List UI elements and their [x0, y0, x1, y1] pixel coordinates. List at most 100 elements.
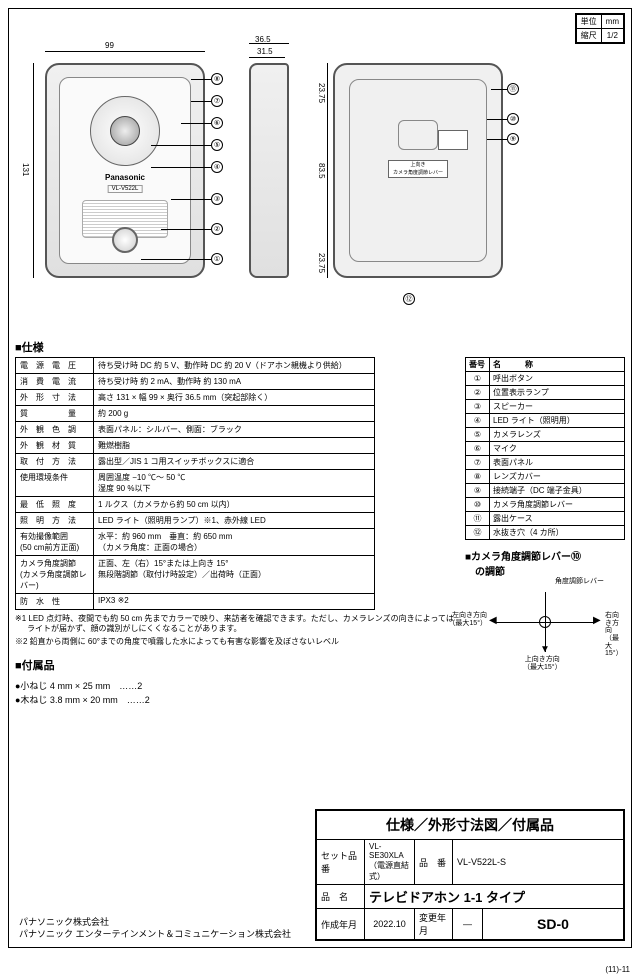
dim-height: 131 — [21, 163, 30, 176]
parts-header: 名 称 — [490, 358, 625, 372]
arrow-down-icon: ▼ — [540, 644, 550, 655]
spec-key: 外 形 寸 法 — [16, 390, 94, 406]
spec-right: 番号名 称①呼出ボタン②位置表示ランプ③スピーカー④LED ライト（照明用）⑤カ… — [465, 357, 625, 707]
device-side-body — [249, 63, 289, 278]
parts-num: ⑫ — [466, 526, 490, 540]
dim-width: 99 — [105, 41, 114, 50]
angle-section: ■カメラ角度調節レバー⑩ の調節 ◀ ▶ ▼ 角度調節レバー 左向き方向 （最大… — [465, 548, 625, 672]
drawings-row: 99 131 Panasonic VL-V522L ⑧ ⑦ ⑥ ⑤ — [15, 33, 625, 333]
angle-label-bottom: 上向き方向 （最大15°） — [523, 656, 562, 671]
callout-1: ① — [211, 253, 223, 265]
device-back-inner: 上向き カメラ角度調節レバー — [349, 79, 487, 262]
spec-key: 使用環境条件 — [16, 470, 94, 497]
front-view: 99 131 Panasonic VL-V522L ⑧ ⑦ ⑥ ⑤ — [15, 33, 225, 333]
created-val: 2022.10 — [365, 909, 415, 940]
parts-num: ② — [466, 386, 490, 400]
angle-label-right: 右向き方向 （最大15°） — [605, 612, 625, 658]
angle-title: ■カメラ角度調節レバー⑩ の調節 — [465, 548, 625, 578]
accessory-line: ●小ねじ 4 mm × 25 mm ……2 — [15, 679, 457, 692]
callout-8: ⑧ — [211, 73, 223, 85]
callout-9: ⑨ — [507, 133, 519, 145]
model-val: VL-V522L-S — [453, 840, 624, 885]
spec-val: 待ち受け時 DC 約 5 V、動作時 DC 約 20 V（ドアホン親機より供給） — [94, 358, 375, 374]
angle-lever: 上向き カメラ角度調節レバー — [388, 160, 448, 178]
company-1: パナソニック株式会社 — [19, 916, 291, 929]
callout-10: ⑩ — [507, 113, 519, 125]
back-view: 23.75 83.5 23.75 上向き カメラ角度調節レバー ⑪ ⑩ ⑨ ⑫ — [313, 33, 513, 333]
spec-val: 難燃樹脂 — [94, 438, 375, 454]
parts-num: ⑨ — [466, 484, 490, 498]
spec-val: 約 200 g — [94, 406, 375, 422]
angle-label-left: 左向き方向 （最大15°） — [437, 612, 487, 627]
angle-diagram: ◀ ▶ ▼ 角度調節レバー 左向き方向 （最大15°） 右向き方向 （最大15°… — [475, 582, 625, 672]
spec-key: 有効撮像範囲 (50 cm前方正面) — [16, 529, 94, 556]
name-label: 品 名 — [317, 885, 365, 909]
name-val: テレビドアホン 1-1 タイプ — [365, 885, 624, 909]
parts-name: 露出ケース — [490, 512, 625, 526]
angle-label-top: 角度調節レバー — [555, 578, 604, 586]
dim-depth2: 31.5 — [257, 47, 273, 56]
spec-area: 電 源 電 圧待ち受け時 DC 約 5 V、動作時 DC 約 20 V（ドアホン… — [15, 357, 625, 707]
parts-table: 番号名 称①呼出ボタン②位置表示ランプ③スピーカー④LED ライト（照明用）⑤カ… — [465, 357, 625, 540]
spec-left: 電 源 電 圧待ち受け時 DC 約 5 V、動作時 DC 約 20 V（ドアホン… — [15, 357, 457, 707]
spec-key: カメラ角度調節 (カメラ角度調節レバー) — [16, 556, 94, 594]
camera-lens — [110, 116, 140, 146]
spec-table: 電 源 電 圧待ち受け時 DC 約 5 V、動作時 DC 約 20 V（ドアホン… — [15, 357, 375, 610]
callout-11: ⑪ — [507, 83, 519, 95]
parts-name: 水抜き穴（4 カ所） — [490, 526, 625, 540]
spec-title: ■仕様 — [15, 339, 625, 355]
spec-val: 1 ルクス（カメラから約 50 cm 以内） — [94, 497, 375, 513]
parts-name: レンズカバー — [490, 470, 625, 484]
title-main: 仕様／外形寸法図／付属品 — [317, 811, 624, 840]
parts-num: ④ — [466, 414, 490, 428]
parts-num: ⑧ — [466, 470, 490, 484]
unit-val: mm — [601, 15, 623, 29]
page-number: (11)-11 — [605, 965, 630, 974]
call-button — [112, 227, 138, 253]
parts-name: 表面パネル — [490, 456, 625, 470]
spec-val: LED ライト（照明用ランプ）※1、赤外線 LED — [94, 513, 375, 529]
dim-back-bot: 23.75 — [317, 253, 326, 273]
callout-7: ⑦ — [211, 95, 223, 107]
note-line: ※1 LED 点灯時、夜間でも約 50 cm 先までカラーで映り、来訪者を確認で… — [15, 614, 457, 635]
title-block: 仕様／外形寸法図／付属品 セット品番 VL-SE30XLA（電源直結式） 品 番… — [315, 809, 625, 941]
device-back-body: 上向き カメラ角度調節レバー — [333, 63, 503, 278]
spec-val: 表面パネル：シルバー、側面：ブラック — [94, 422, 375, 438]
arrow-left-icon: ◀ — [489, 615, 497, 626]
set-val: VL-SE30XLA（電源直結式） — [365, 840, 415, 885]
parts-num: ① — [466, 372, 490, 386]
device-front-inner: Panasonic VL-V522L — [59, 77, 191, 264]
spec-val: 高さ 131 × 幅 99 × 奥行 36.5 mm（突起部除く） — [94, 390, 375, 406]
spec-key: 消 費 電 流 — [16, 374, 94, 390]
model-text: VL-V522L — [108, 185, 143, 193]
parts-name: LED ライト（照明用） — [490, 414, 625, 428]
spec-val: 周囲温度 −10 ℃〜 50 ℃ 湿度 90 %以下 — [94, 470, 375, 497]
unit-label: 単位 — [576, 15, 601, 29]
lens-cover — [90, 96, 160, 166]
spec-key: 質 量 — [16, 406, 94, 422]
parts-name: 呼出ボタン — [490, 372, 625, 386]
accessory-line: ●木ねじ 3.8 mm × 20 mm ……2 — [15, 693, 457, 706]
back-hasp — [398, 120, 438, 150]
set-label: セット品番 — [317, 840, 365, 885]
arrow-right-icon: ▶ — [593, 615, 601, 626]
spec-val: 露出型／JIS 1 コ用スイッチボックスに適合 — [94, 454, 375, 470]
created-label: 作成年月 — [317, 909, 365, 940]
callout-3: ③ — [211, 193, 223, 205]
parts-name: カメラレンズ — [490, 428, 625, 442]
device-front-body: Panasonic VL-V522L — [45, 63, 205, 278]
callout-6: ⑥ — [211, 117, 223, 129]
callout-2: ② — [211, 223, 223, 235]
parts-num: ⑦ — [466, 456, 490, 470]
spec-key: 取 付 方 法 — [16, 454, 94, 470]
spec-val: 水平：約 960 mm 垂直：約 650 mm （カメラ角度：正面の場合） — [94, 529, 375, 556]
parts-name: 位置表示ランプ — [490, 386, 625, 400]
spec-val: 待ち受け時 約 2 mA、動作時 約 130 mA — [94, 374, 375, 390]
side-view: 36.5 31.5 — [229, 33, 299, 333]
parts-num: ③ — [466, 400, 490, 414]
parts-name: マイク — [490, 442, 625, 456]
callout-12: ⑫ — [403, 293, 415, 305]
spec-val: IPX3 ※2 — [94, 594, 375, 610]
callout-5: ⑤ — [211, 139, 223, 151]
parts-num: ⑤ — [466, 428, 490, 442]
